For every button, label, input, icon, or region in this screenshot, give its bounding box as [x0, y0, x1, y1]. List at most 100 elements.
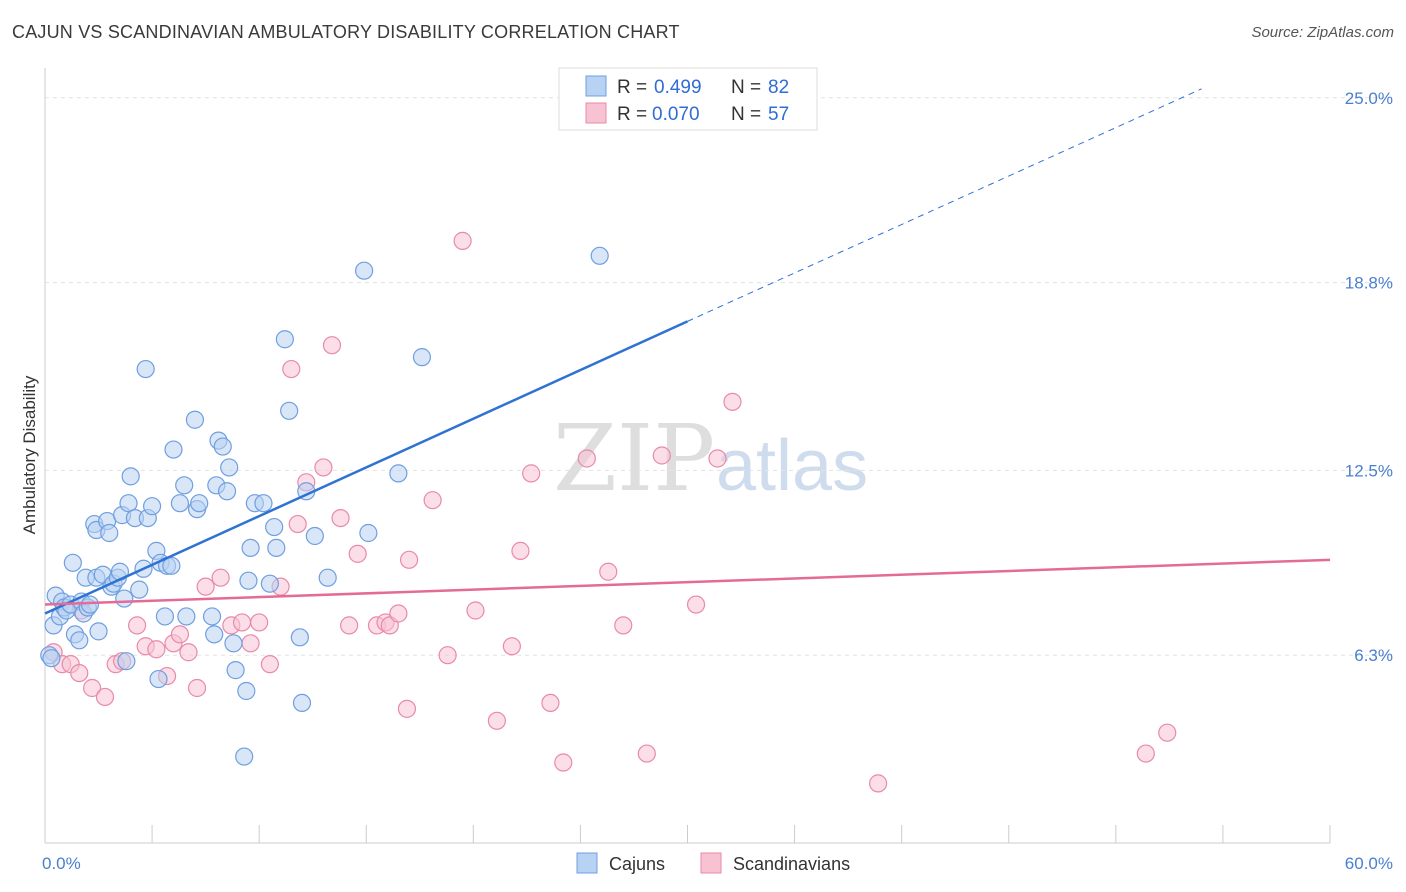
bottom-swatch-scandinavians [700, 852, 722, 874]
cajuns-point-49 [185, 410, 205, 429]
scandinavians-point-25 [282, 359, 301, 379]
cajuns-point-51 [190, 494, 209, 513]
scandinavians-point-45 [511, 541, 530, 560]
cajuns-point-11 [70, 631, 89, 650]
chart-title: CAJUN VS SCANDINAVIAN AMBULATORY DISABIL… [12, 22, 680, 42]
cajuns-point-38 [142, 497, 162, 516]
scandinavians-point-51 [614, 616, 633, 635]
y-tick-label-2: 18.8% [1345, 274, 1393, 293]
scandinavians-point-56 [723, 392, 742, 411]
scandinavians-point-22 [250, 613, 269, 632]
cajuns-point-78 [359, 523, 378, 543]
scandinavians-points [44, 231, 1177, 793]
scandinavians-point-50 [599, 562, 618, 581]
scandinavians-point-20 [232, 613, 252, 632]
cajuns-point-66 [254, 494, 273, 513]
cajuns-point-57 [217, 482, 237, 501]
watermark-zip: ZIP [553, 405, 715, 512]
scandinavians-trend-line [44, 558, 1331, 606]
legend-n-label-cajuns: N = [731, 77, 761, 98]
scandinavians-point-15 [179, 643, 198, 662]
watermark-atlas: atlas [716, 426, 868, 506]
cajuns-point-75 [305, 526, 324, 546]
cajuns-trend-line [44, 320, 689, 615]
cajuns-points [40, 246, 609, 766]
cajuns-point-67 [260, 574, 279, 593]
scandinavians-point-47 [541, 693, 560, 713]
legend-n-value-cajuns: 82 [768, 77, 789, 98]
cajuns-point-46 [170, 494, 190, 513]
cajuns-point-79 [389, 464, 408, 483]
cajuns-point-1 [42, 649, 61, 668]
cajuns-point-45 [164, 440, 183, 459]
scandinavians-point-32 [348, 544, 367, 563]
scandinavians-point-28 [314, 458, 333, 477]
cajuns-point-16 [80, 595, 100, 614]
cajuns-point-80 [412, 348, 432, 367]
bottom-legend-cajuns: Cajuns [609, 854, 665, 874]
cajuns-point-63 [241, 538, 260, 558]
cajuns-point-68 [265, 517, 284, 537]
y-tick-label-0: 6.3% [1354, 646, 1393, 665]
scandinavians-point-38 [399, 550, 419, 569]
legend-swatch-scandinavians [585, 102, 607, 124]
legend-n-value-scandinavians: 57 [768, 104, 789, 125]
cajuns-point-9 [63, 553, 82, 572]
scandinavians-point-37 [397, 699, 417, 718]
scandinavians-point-26 [288, 514, 307, 534]
gridlines [45, 97, 1392, 656]
scandinavians-point-11 [147, 640, 166, 659]
cajuns-point-47 [175, 476, 194, 495]
scandinavians-point-6 [95, 687, 115, 707]
legend-swatch-cajuns [585, 75, 607, 97]
cajuns-point-29 [115, 589, 134, 608]
scandinavians-point-53 [652, 446, 671, 465]
cajuns-point-52 [202, 607, 222, 626]
cajuns-point-62 [239, 571, 258, 590]
cajuns-point-53 [205, 625, 224, 644]
cajuns-point-20 [89, 622, 108, 641]
scandinavians-point-41 [453, 231, 472, 250]
cajuns-point-23 [100, 523, 119, 543]
cajuns-point-70 [275, 330, 294, 349]
scandinavians-point-17 [196, 577, 215, 596]
cajuns-point-34 [130, 580, 149, 599]
source-label: Source: ZipAtlas.com [1251, 24, 1394, 41]
scandinavians-point-40 [438, 646, 457, 665]
scandinavians-point-59 [1158, 723, 1177, 742]
scandinavians-point-39 [423, 491, 442, 510]
cajuns-point-42 [155, 607, 175, 626]
scandinavians-point-21 [241, 634, 260, 653]
bottom-swatch-cajuns [576, 852, 598, 874]
scandinavians-point-55 [708, 449, 727, 468]
x-tick-label-1: 60.0% [1345, 854, 1393, 873]
scandinavians-point-46 [522, 464, 541, 483]
scandinavians-point-43 [487, 711, 506, 730]
cajuns-point-69 [267, 538, 286, 558]
scandinavians-point-52 [637, 744, 656, 763]
y-tick-labels: 6.3% 12.5% 18.8% 25.0% [1345, 89, 1393, 665]
axes [44, 68, 1331, 844]
x-tick-label-0: 0.0% [42, 854, 81, 873]
scandinavians-point-3 [70, 663, 89, 683]
scandinavians-point-36 [389, 604, 408, 623]
scandinavians-point-9 [127, 616, 147, 635]
cajuns-point-56 [213, 437, 232, 456]
cajuns-point-58 [220, 458, 239, 477]
cajuns-point-71 [280, 401, 299, 420]
y-tick-label-1: 12.5% [1345, 461, 1393, 480]
cajuns-point-59 [224, 634, 243, 653]
scandinavians-point-14 [170, 625, 190, 644]
y-axis-label: Ambulatory Disability [20, 375, 39, 534]
cajuns-point-60 [226, 661, 245, 680]
y-tick-label-3: 25.0% [1345, 89, 1393, 108]
scandinavians-point-48 [554, 753, 573, 772]
scandinavians-point-16 [187, 678, 207, 698]
scandinavians-point-42 [466, 601, 485, 620]
cajuns-point-77 [355, 261, 374, 280]
legend-box: R = 0.499 N = 82 R = 0.070 N = 57 [558, 67, 818, 131]
scandinavians-point-23 [260, 655, 279, 674]
cajuns-point-76 [318, 568, 337, 587]
bottom-legend-scandinavians: Scandinavians [733, 854, 850, 874]
